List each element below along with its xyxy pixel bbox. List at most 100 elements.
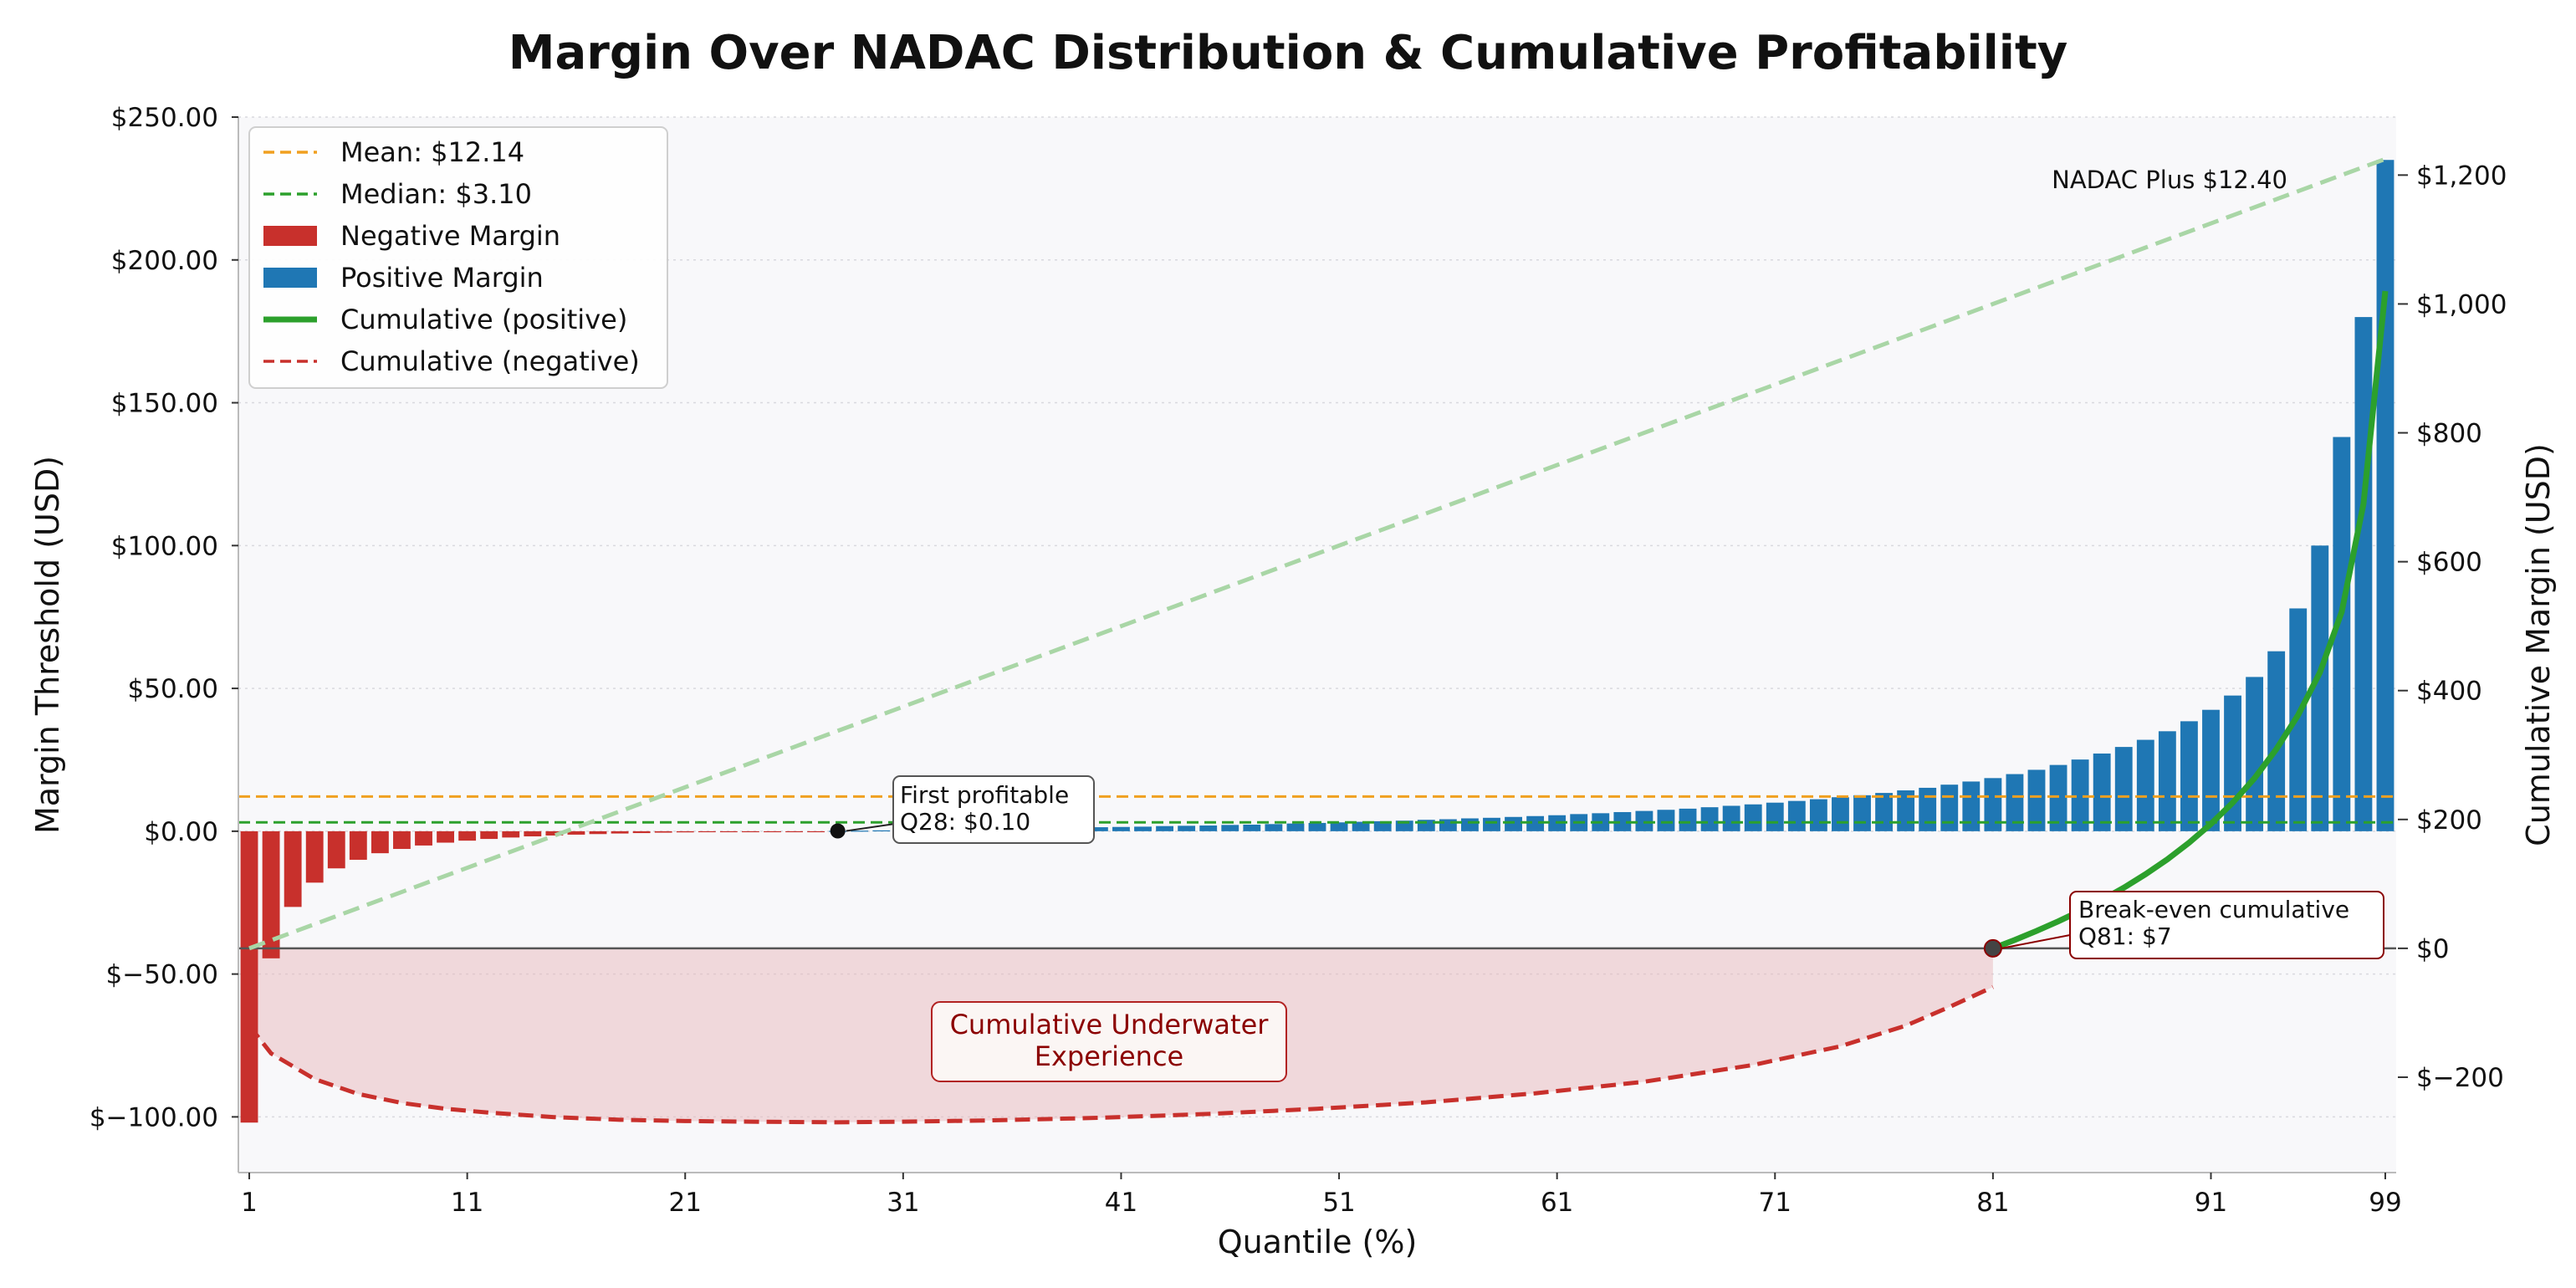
- x-tick-label: 11: [451, 1188, 483, 1218]
- legend-box: [248, 126, 668, 389]
- positive-margin-bar: [1897, 790, 1915, 831]
- first-profitable-arrow: [846, 823, 896, 832]
- positive-margin-bar: [1722, 805, 1740, 831]
- y-tick-label: $100.00: [111, 531, 218, 561]
- negative-margin-bar: [611, 831, 629, 834]
- positive-margin-bar: [2027, 769, 2046, 831]
- legend-entry-label: Cumulative (negative): [340, 345, 640, 377]
- negative-margin-bar: [327, 831, 345, 869]
- first-profitable-box: [892, 775, 1095, 844]
- negative-margin-bar: [567, 831, 585, 835]
- positive-margin-bar: [1286, 823, 1305, 831]
- negative-margin-bar: [807, 831, 825, 833]
- legend-swatch: [263, 226, 317, 246]
- positive-margin-bar: [1940, 785, 1959, 831]
- y2-tick-label: $600: [2416, 548, 2482, 578]
- y2-tick-label: $0: [2416, 934, 2449, 964]
- positive-margin-bar: [1526, 815, 1545, 831]
- x-tick-label: 71: [1759, 1188, 1791, 1218]
- y-tick-label: $0.00: [144, 817, 218, 847]
- positive-margin-bar: [1505, 816, 1522, 831]
- negative-margin-bar: [545, 831, 564, 836]
- positive-margin-bar: [2006, 774, 2024, 831]
- nadac-plus-line: [248, 156, 2386, 951]
- y2-tick-label: $−200: [2416, 1063, 2504, 1093]
- negative-margin-bar: [349, 831, 367, 861]
- first-profitable-text: Q28: $0.10: [900, 808, 1030, 836]
- positive-margin-bar: [2311, 545, 2329, 831]
- positive-margin-bar: [2114, 747, 2133, 831]
- positive-margin-bar: [1984, 778, 2002, 831]
- x-tick-label: 41: [1105, 1188, 1137, 1218]
- positive-margin-bar: [2093, 753, 2111, 831]
- positive-margin-bar: [1439, 819, 1457, 831]
- positive-margin-bar: [1919, 787, 1937, 831]
- y-tick-label: $200.00: [111, 246, 218, 276]
- positive-margin-bar: [1373, 820, 1392, 831]
- break-even-box: [2069, 891, 2384, 959]
- negative-margin-bar: [654, 831, 672, 833]
- x-axis-label: Quantile (%): [1218, 1224, 1418, 1260]
- positive-margin-bar: [1330, 822, 1348, 831]
- axes-layer: $−100.00 $−50.00 $0.00 $50.00 $100.00 $150.00…: [89, 103, 2507, 1218]
- positive-margin-bar: [1744, 804, 1762, 831]
- positive-margin-bar: [1787, 800, 1806, 831]
- y2-tick-label: $1,000: [2416, 289, 2507, 319]
- cumulative-lines-layer: NADAC Plus $12.40: [248, 156, 2389, 1125]
- positive-margin-bar: [1308, 822, 1326, 831]
- y2-tick-label: $1,200: [2416, 161, 2507, 191]
- cumulative-positive-line: [1991, 290, 2389, 952]
- underwater-text: Cumulative Underwater: [950, 1009, 1270, 1040]
- negative-margin-bar: [240, 831, 258, 1123]
- y-tick-label: $150.00: [111, 389, 218, 419]
- positive-margin-bar: [2158, 731, 2176, 831]
- legend-entry-label: Cumulative (positive): [340, 304, 627, 335]
- legend-entry-label: Positive Margin: [340, 262, 544, 294]
- negative-margin-bar: [742, 831, 759, 833]
- break-even-arrow: [2001, 934, 2071, 949]
- positive-margin-bar: [2354, 317, 2373, 831]
- legend-swatch: [263, 268, 317, 288]
- negative-margin-bar: [393, 831, 411, 850]
- positive-margin-bar: [1199, 825, 1218, 831]
- x-tick-label: 61: [1541, 1188, 1573, 1218]
- negative-margin-bar: [676, 831, 694, 833]
- positive-margin-bar: [2180, 721, 2198, 831]
- positive-margin-bar: [2049, 764, 2067, 831]
- negative-margin-bar: [785, 831, 803, 833]
- positive-margin-bar: [2071, 759, 2089, 831]
- negative-margin-bar: [415, 831, 432, 846]
- positive-margin-bar: [1483, 817, 1500, 831]
- positive-margin-bar: [1809, 799, 1827, 831]
- positive-margin-bar: [2333, 437, 2351, 831]
- negative-margin-bar: [284, 831, 302, 907]
- negative-margin-bar: [764, 831, 781, 833]
- negative-margin-bar: [698, 831, 716, 833]
- y2-axis-label: Cumulative Margin (USD): [2520, 443, 2557, 846]
- positive-margin-bar: [1156, 825, 1173, 831]
- positive-margin-bar: [1178, 825, 1196, 831]
- x-tick-label: 99: [2369, 1188, 2401, 1218]
- legend-entry-label: Median: $3.10: [340, 178, 532, 210]
- positive-margin-bar: [1352, 821, 1370, 831]
- y2-tick-label: $800: [2416, 419, 2482, 449]
- x-tick-label: 21: [669, 1188, 702, 1218]
- positive-margin-bar: [1962, 781, 1981, 831]
- break-even-marker: [1983, 938, 2002, 958]
- x-tick-label: 31: [887, 1188, 919, 1218]
- positive-margin-bar: [2202, 709, 2220, 831]
- x-tick-label: 1: [241, 1188, 258, 1218]
- negative-margin-bar: [632, 831, 651, 834]
- legend-entry-label: Mean: $12.14: [340, 136, 524, 168]
- positive-margin-bar: [1090, 827, 1108, 831]
- negative-margin-bar: [305, 831, 324, 883]
- x-tick-label: 91: [2195, 1188, 2227, 1218]
- positive-margin-bar: [1875, 793, 1893, 831]
- x-tick-label: 51: [1322, 1188, 1355, 1218]
- y2-tick-label: $400: [2416, 677, 2482, 707]
- positive-margin-bar: [1700, 807, 1719, 831]
- positive-margin-bar: [1766, 802, 1784, 831]
